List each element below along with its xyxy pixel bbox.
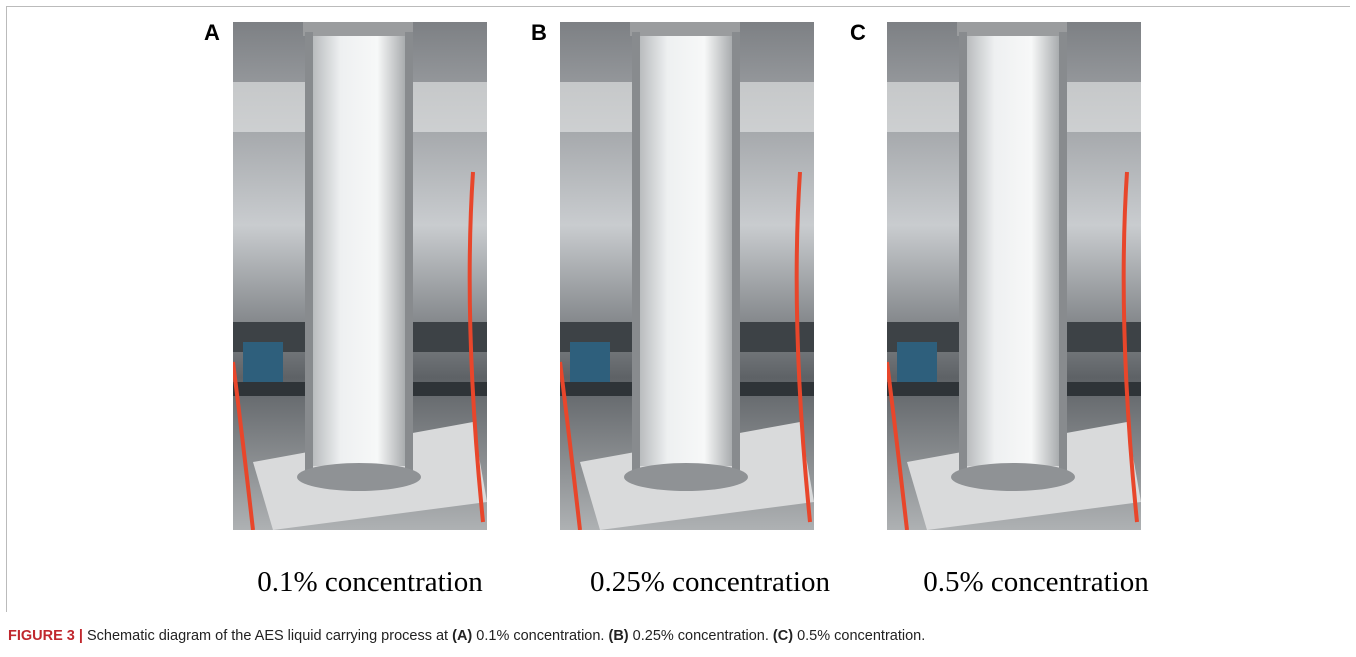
caption-text: 0.25% concentration. [632,628,769,644]
panel-label: A [204,20,220,45]
caption-label: (B) [608,628,629,644]
caption-label: (A) [452,628,473,644]
panel-caption: 0.5% concentration [923,566,1149,598]
figure-caption: FIGURE 3 | Schematic diagram of the AES … [8,628,925,644]
caption-text: Schematic diagram of the AES liquid carr… [87,628,449,644]
figure-number: FIGURE 3 | [8,628,83,644]
caption-label: (C) [772,628,794,644]
photo [233,22,487,530]
panel-label: B [531,20,547,45]
caption-text: 0.1% concentration. [476,628,605,644]
figure-frame [6,6,1350,612]
photo [887,22,1141,530]
panel-caption: 0.25% concentration [590,566,830,598]
caption-text: 0.5% concentration. [797,628,926,644]
panel-caption: 0.1% concentration [257,566,483,598]
photo [560,22,814,530]
panel-label: C [850,20,866,45]
